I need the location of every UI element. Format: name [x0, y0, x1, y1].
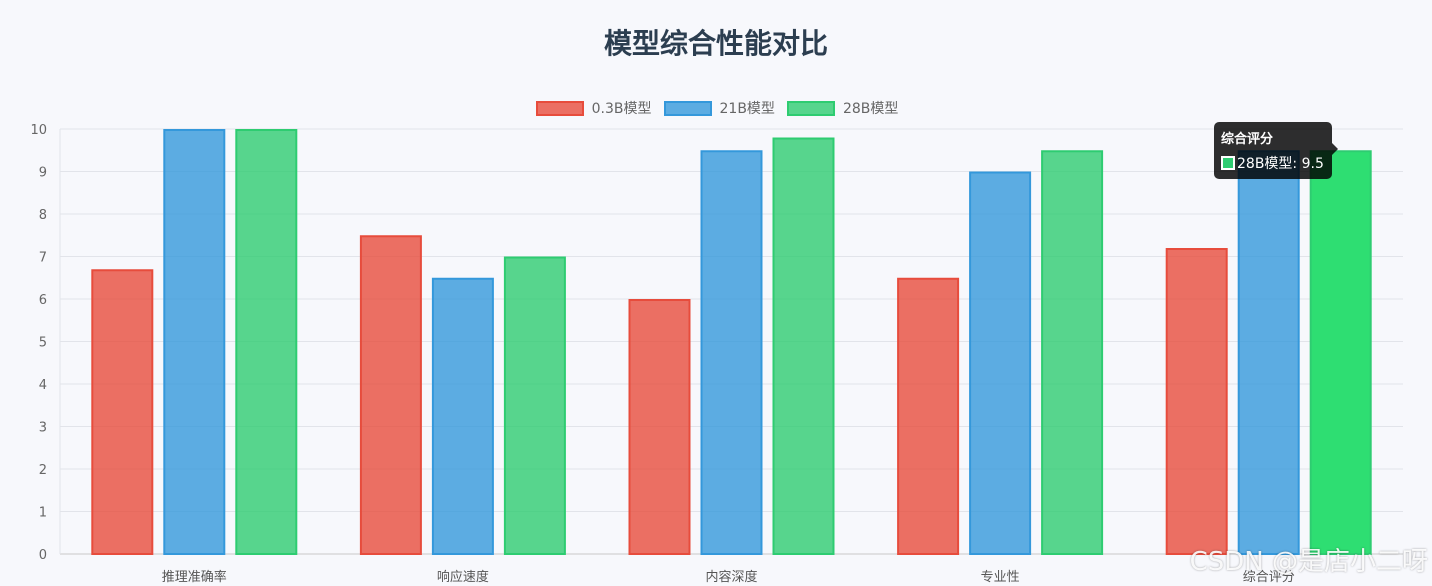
legend-swatch-0.3b: [535, 100, 584, 116]
bar-21B模型-内容深度[interactable]: [700, 150, 763, 555]
bar-28B模型-推理准确率[interactable]: [235, 129, 298, 555]
tooltip-swatch: [1221, 156, 1235, 170]
bar-0.3B模型-内容深度[interactable]: [628, 299, 691, 555]
bar-0.3B模型-专业性[interactable]: [897, 277, 960, 555]
bar-0.3B模型-推理准确率[interactable]: [91, 269, 154, 555]
bar-21B模型-专业性[interactable]: [969, 171, 1032, 555]
legend-swatch-21b: [663, 100, 712, 116]
bars: [91, 129, 1372, 555]
y-tick-label: 6: [39, 293, 47, 308]
y-tick-label: 4: [39, 378, 47, 393]
bar-21B模型-响应速度[interactable]: [431, 277, 494, 555]
x-tick-label: 推理准确率: [162, 569, 227, 585]
tooltip-label: 28B模型: 9.5: [1237, 156, 1324, 172]
tooltip-title: 综合评分: [1221, 132, 1274, 147]
y-tick-label: 3: [39, 421, 47, 436]
bar-0.3B模型-综合评分[interactable]: [1165, 248, 1228, 555]
y-tick-label: 0: [39, 548, 47, 563]
x-tick-label: 综合评分: [1243, 570, 1295, 585]
bar-28B模型-响应速度[interactable]: [503, 256, 566, 555]
legend-label-21b: 21B模型: [719, 101, 775, 117]
bar-0.3B模型-响应速度[interactable]: [359, 235, 422, 555]
watermark: CSDN @是店小二呀: [1189, 547, 1428, 577]
chart-legend: 0.3B模型 21B模型 28B模型: [0, 98, 1432, 118]
chart-tooltip: 综合评分 28B模型: 9.5: [1214, 122, 1338, 179]
tooltip-row: 28B模型: 9.5: [1221, 153, 1324, 173]
bar-28B模型-内容深度[interactable]: [772, 137, 835, 555]
y-tick-label: 9: [39, 166, 47, 181]
x-tick-label: 响应速度: [437, 569, 489, 585]
bar-21B模型-推理准确率[interactable]: [163, 129, 226, 555]
legend-label-28b: 28B模型: [842, 101, 899, 117]
y-tick-label: 5: [39, 336, 47, 351]
bar-28B模型-专业性[interactable]: [1041, 150, 1104, 555]
bar-21B模型-综合评分[interactable]: [1237, 150, 1300, 555]
chart-title: 模型综合性能对比: [603, 27, 828, 60]
x-tick-label: 内容深度: [705, 569, 757, 585]
axis-labels: 0 1 2 3 4 5 6 7 8 9 10 推理准确率 响应速度 内容深度 专业性 综合评分: [30, 123, 1294, 585]
legend-item-21b[interactable]: 21B模型: [663, 98, 775, 118]
y-tick-label: 2: [39, 463, 47, 478]
y-tick-label: 1: [39, 506, 47, 521]
legend-swatch-28b: [786, 100, 835, 116]
legend-item-28b[interactable]: 28B模型: [786, 98, 899, 118]
bar-28B模型-综合评分[interactable]: [1309, 150, 1372, 555]
y-tick-label: 8: [39, 208, 47, 223]
legend-item-0.3b[interactable]: 0.3B模型: [535, 98, 652, 118]
x-tick-label: 专业性: [981, 570, 1020, 585]
y-tick-label: 7: [39, 251, 47, 266]
y-tick-label: 10: [30, 123, 47, 138]
legend-label-0.3b: 0.3B模型: [591, 101, 652, 117]
